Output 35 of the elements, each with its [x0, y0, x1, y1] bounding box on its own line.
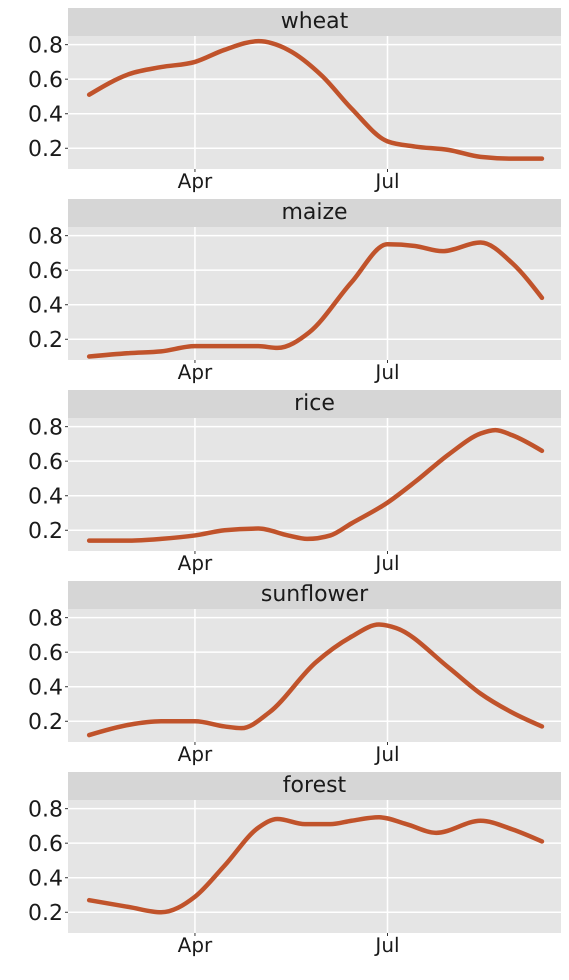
y-tick-label: 0.6 [28, 68, 63, 93]
chart-title: rice [68, 390, 561, 418]
y-tick-label: 0.6 [28, 258, 63, 284]
y-tick-label: 0.8 [28, 797, 63, 822]
chart-title: forest [68, 772, 561, 800]
chart-title: wheat [68, 8, 561, 36]
x-tick-label: Jul [373, 169, 400, 194]
x-tick-label: Apr [178, 169, 214, 194]
x-tick-label: Apr [178, 551, 214, 576]
x-tick-label: Apr [178, 360, 214, 384]
y-tick-label: 0.4 [28, 294, 63, 319]
y-tick-label: 0.4 [28, 676, 63, 701]
y-tick-label: 0.4 [28, 102, 63, 128]
x-tick-label: Jul [373, 742, 400, 766]
y-tick-label: 0.6 [28, 450, 63, 475]
x-tick-label: Apr [178, 933, 214, 958]
y-tick-label: 0.4 [28, 484, 63, 510]
y-tick-label: 0.6 [28, 640, 63, 666]
y-tick-label: 0.2 [28, 519, 63, 544]
y-tick-label: 0.8 [28, 415, 63, 440]
y-tick-label: 0.2 [28, 137, 63, 162]
x-tick-label: Jul [373, 933, 400, 958]
y-tick-label: 0.4 [28, 866, 63, 892]
y-tick-label: 0.8 [28, 224, 63, 250]
chart-title: sunflower [68, 581, 561, 609]
y-tick-label: 0.8 [28, 33, 63, 58]
y-tick-label: 0.2 [28, 901, 63, 926]
x-tick-label: Jul [373, 551, 400, 576]
x-tick-label: Apr [178, 742, 214, 766]
x-tick-label: Jul [373, 360, 400, 384]
y-tick-label: 0.2 [28, 710, 63, 736]
y-tick-label: 0.6 [28, 832, 63, 857]
chart-title: maize [68, 199, 561, 227]
y-tick-label: 0.8 [28, 606, 63, 632]
y-tick-label: 0.2 [28, 328, 63, 354]
